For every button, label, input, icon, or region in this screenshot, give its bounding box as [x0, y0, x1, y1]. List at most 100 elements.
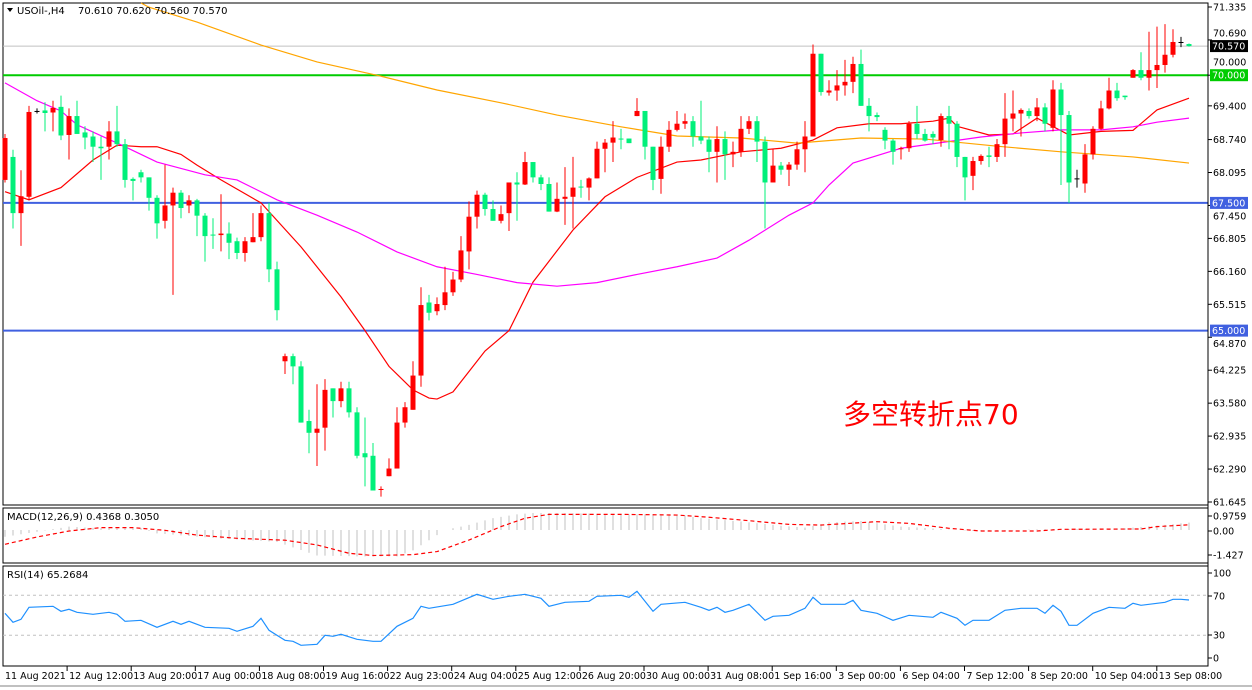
candle-body: [2, 138, 8, 180]
candle: [386, 458, 392, 477]
candle: [762, 136, 768, 229]
time-tick-label: 17 Aug 00:00: [197, 671, 261, 682]
candle-body: [786, 164, 792, 170]
price-tick-label: 70.690: [1213, 29, 1246, 40]
candle-body: [1170, 41, 1176, 55]
candle-body: [850, 63, 856, 82]
candle: [890, 139, 896, 165]
candle-body: [770, 165, 776, 183]
candle-body: [250, 237, 256, 243]
candle: [178, 190, 184, 219]
candle: [554, 182, 560, 213]
candle: [210, 218, 216, 249]
candle-body: [586, 178, 592, 188]
candle: [466, 201, 472, 270]
rsi-pane[interactable]: RSI(14) 65.2684: [2, 565, 1209, 667]
macd-pane[interactable]: MACD(12,26,9) 0.4368 0.3050: [2, 507, 1209, 564]
candle-body: [738, 128, 744, 152]
candle: [754, 116, 760, 163]
macd-pane-frame: [2, 507, 1209, 564]
level-label-bg: [1210, 40, 1248, 53]
candle-body: [658, 146, 664, 179]
candle-body: [338, 388, 344, 402]
level-label: 70.570: [1212, 42, 1245, 53]
candle-body: [906, 123, 912, 149]
candle-body: [834, 85, 840, 91]
candle-body: [1098, 108, 1104, 129]
candle: [794, 141, 800, 170]
candle: [866, 98, 872, 132]
candle-body: [290, 356, 296, 367]
ma-fast-line: [4, 97, 1190, 400]
candle-body: [730, 151, 736, 155]
candle: [1122, 95, 1128, 100]
time-tick-label: 31 Aug 08:00: [710, 671, 774, 682]
candle: [1042, 103, 1048, 132]
candle-body: [74, 116, 80, 134]
candle-body: [538, 177, 544, 185]
price-tick-label: 68.740: [1213, 135, 1246, 146]
price-tick-label: 71.335: [1213, 3, 1246, 14]
candle-body: [1146, 70, 1152, 78]
candle-body: [234, 241, 240, 253]
candle: [1066, 110, 1072, 203]
price-pane[interactable]: USOil-,H4 70.610 70.620 70.560 70.570 多空…: [2, 2, 1209, 506]
candle-body: [402, 407, 408, 423]
price-tick-label: 64.225: [1213, 366, 1246, 377]
candle: [410, 361, 416, 410]
rsi-tick-label: 30: [1213, 631, 1225, 642]
candle: [242, 237, 248, 262]
candle-body: [986, 155, 992, 157]
candle: [874, 112, 880, 122]
candle: [618, 128, 624, 150]
candle: [1034, 98, 1040, 122]
caret-down-icon[interactable]: [7, 8, 13, 12]
candle-body: [394, 422, 400, 469]
candle: [1090, 126, 1096, 160]
candle: [338, 381, 344, 408]
candle: [282, 353, 288, 375]
candle: [570, 156, 576, 229]
candle-body: [346, 388, 352, 413]
candle: [490, 200, 496, 221]
candle: [362, 417, 368, 487]
time-tick-label: 3 Sep 00:00: [838, 671, 895, 682]
candle: [1146, 31, 1152, 91]
candle-body: [242, 241, 248, 253]
candle: [922, 128, 928, 142]
candle-body: [810, 53, 816, 137]
candle: [1010, 90, 1016, 132]
candle: [626, 138, 632, 144]
candle: [722, 131, 728, 180]
candle-body: [914, 123, 920, 134]
candle-body: [482, 194, 488, 210]
candle: [482, 192, 488, 216]
candle-body: [698, 136, 704, 141]
candle: [714, 126, 720, 183]
candle-body: [674, 123, 680, 130]
time-tick-label: 10 Sep 04:00: [1095, 671, 1158, 682]
price-axis[interactable]: 71.335 70.690 70.000 69.400 68.740 68.095 67.4…: [1207, 3, 1248, 667]
candle-body: [1114, 90, 1120, 99]
candle: [850, 56, 856, 94]
candle-body: [162, 205, 168, 221]
candle-body: [498, 214, 504, 221]
candle-body: [970, 161, 976, 176]
price-tick-label: 68.095: [1213, 168, 1246, 179]
candle: [906, 121, 912, 152]
candle: [90, 131, 96, 163]
price-tick-label: 65.515: [1213, 300, 1246, 311]
time-tick-label: 13 Aug 20:00: [133, 671, 197, 682]
candle: [642, 110, 648, 160]
candle-body: [1002, 118, 1008, 145]
candle: [1106, 77, 1112, 110]
candle-body: [418, 305, 424, 376]
candle: [1138, 52, 1144, 81]
candle: [978, 154, 984, 165]
candle: [434, 297, 440, 316]
candle: [786, 162, 792, 187]
rsi-tick-label: 100: [1213, 569, 1231, 580]
candle-body: [42, 110, 48, 113]
